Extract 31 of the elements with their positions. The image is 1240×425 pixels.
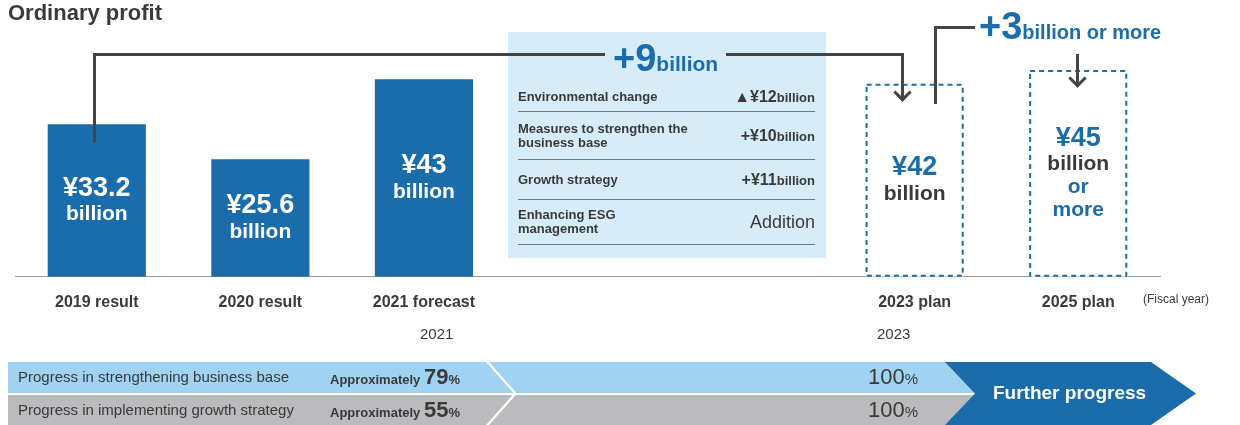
x-tick-label: 2025 plan <box>1041 292 1115 310</box>
annotation: Enhancing ESG management <box>518 207 617 236</box>
text: +3billion or more <box>979 5 1162 47</box>
annotation: Growth strategy <box>518 171 619 187</box>
text: Progress in implementing growth strategy <box>18 401 294 418</box>
x-tick-label: 2023 plan <box>878 292 952 310</box>
data-label: ¥25.6 billion <box>226 189 295 242</box>
annotation: +¥10billion <box>740 126 815 144</box>
text: Approximately 55% <box>330 397 460 422</box>
annotation: Addition <box>749 211 815 232</box>
data-label: ¥45 billion or more <box>1047 121 1110 220</box>
text: 100% <box>868 397 919 422</box>
x-tick-label: 2019 result <box>54 292 140 310</box>
text: 2021 <box>420 325 454 342</box>
text: Further progress <box>993 382 1147 404</box>
chart-title: Ordinary profit <box>8 0 163 26</box>
x-tick-label: 2021 forecast <box>372 292 476 310</box>
text: Approximately 79% <box>330 364 460 389</box>
data-label: ¥43 billion <box>393 149 455 202</box>
text: 2023 <box>877 325 911 342</box>
annotation: +¥11billion <box>741 170 815 188</box>
data-label: ¥33.2 billion <box>63 171 131 225</box>
text: 100% <box>868 364 919 389</box>
x-tick-label: 2020 result <box>218 292 303 310</box>
text: (Fiscal year) <box>1143 292 1210 306</box>
annotation: Environmental change <box>518 89 659 104</box>
annotation: Measures to strengthen the business base <box>518 120 689 150</box>
annotation: +9billion <box>613 37 719 79</box>
text: Progress in strengthening business base <box>18 368 289 385</box>
annotation: ▲¥12billion <box>734 88 815 105</box>
data-label: ¥42 billion <box>883 151 946 204</box>
